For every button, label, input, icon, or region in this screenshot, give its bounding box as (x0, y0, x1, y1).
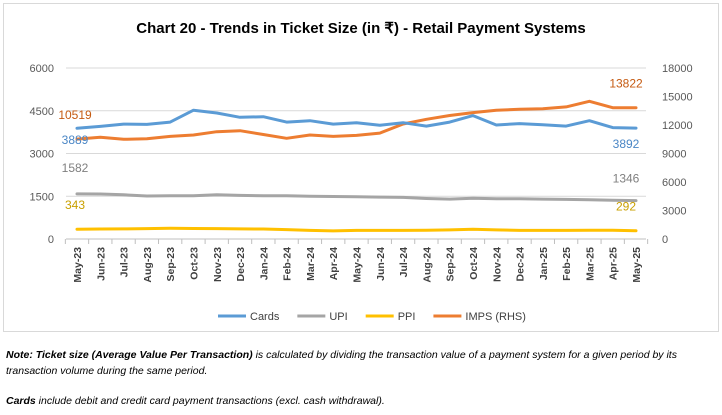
y-right-tick-label: 9000 (662, 149, 686, 161)
x-tick-label: Jan-24 (258, 247, 270, 280)
y-right-tick-label: 6000 (662, 177, 686, 189)
y-left-tick-label: 1500 (30, 191, 54, 203)
chart-frame (3, 3, 719, 332)
note-bold: Note: Ticket size (Average Value Per Tra… (6, 349, 253, 361)
data-label-first: 1582 (62, 161, 89, 175)
data-label-last: 3892 (613, 137, 640, 151)
y-left-tick-label: 3000 (30, 149, 54, 161)
series-line-imps-rhs- (75, 99, 638, 141)
x-tick-label: Oct-23 (188, 247, 200, 280)
series-line-cards (75, 108, 638, 130)
data-label-first: 343 (65, 198, 85, 212)
x-tick-label: Apr-24 (328, 247, 340, 280)
x-tick-label: Nov-23 (212, 247, 224, 282)
x-tick-label: Mar-24 (305, 247, 317, 281)
y-right-tick-label: 3000 (662, 206, 686, 218)
x-tick-label: Aug-23 (142, 247, 154, 283)
y-left-tick-label: 0 (48, 234, 54, 246)
data-label-last: 1346 (613, 172, 640, 186)
x-tick-label: Jun-24 (375, 247, 387, 281)
note-bold: Cards (6, 395, 36, 407)
x-tick-label: Dec-23 (235, 247, 247, 282)
note-ticket-size: Note: Ticket size (Average Value Per Tra… (6, 347, 716, 379)
legend-label: IMPS (RHS) (465, 311, 526, 323)
chart-title: Chart 20 - Trends in Ticket Size (in ₹) … (136, 20, 585, 37)
legend-label: PPI (398, 311, 416, 323)
data-label-first: 10519 (58, 108, 92, 122)
x-tick-label: Sep-24 (445, 247, 457, 282)
series-line-ppi (75, 226, 638, 233)
y-right-tick-label: 0 (662, 234, 668, 246)
note-text: include debit and credit card payment tr… (35, 395, 385, 407)
x-tick-label: Jul-23 (119, 247, 131, 278)
x-tick-label: May-23 (72, 247, 84, 283)
x-tick-label: Dec-24 (515, 247, 527, 282)
series-line-upi (75, 192, 638, 203)
x-tick-label: Nov-24 (491, 247, 503, 282)
x-tick-label: Aug-24 (421, 247, 433, 283)
data-label-last: 292 (616, 200, 636, 214)
y-left-tick-label: 6000 (30, 63, 54, 75)
y-right-tick-label: 18000 (662, 63, 693, 75)
x-tick-label: Jun-23 (95, 247, 107, 281)
data-label-last: 13822 (609, 77, 643, 91)
x-tick-label: Feb-24 (282, 247, 294, 281)
legend-label: Cards (250, 311, 280, 323)
note-text: is calculated by dividing the transactio… (6, 349, 677, 377)
x-tick-label: Oct-24 (468, 247, 480, 280)
note-cards: Cards include debit and credit card paym… (6, 393, 716, 409)
x-tick-label: Jul-24 (398, 247, 410, 278)
x-tick-label: Feb-25 (561, 247, 573, 281)
x-tick-label: Jan-25 (538, 247, 550, 280)
x-tick-label: Mar-25 (584, 247, 596, 281)
y-left-tick-label: 4500 (30, 106, 54, 118)
line-chart: Chart 20 - Trends in Ticket Size (in ₹) … (30, 20, 693, 323)
x-tick-label: Apr-25 (608, 247, 620, 280)
x-tick-label: May-24 (352, 247, 364, 283)
data-label-first: 3889 (62, 133, 89, 147)
y-right-tick-label: 15000 (662, 92, 693, 104)
x-tick-label: Sep-23 (165, 247, 177, 282)
legend-label: UPI (329, 311, 347, 323)
x-tick-label: May-25 (631, 247, 643, 283)
y-right-tick-label: 12000 (662, 120, 693, 132)
